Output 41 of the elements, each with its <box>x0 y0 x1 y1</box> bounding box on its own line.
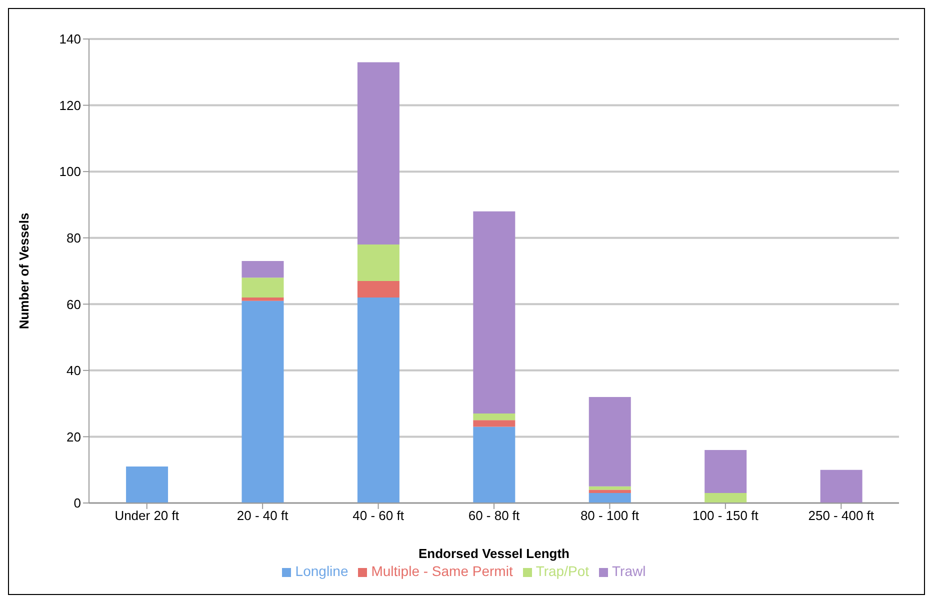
bar <box>588 493 631 503</box>
y-tick-label: 20 <box>66 429 81 444</box>
bar <box>357 244 400 281</box>
bar <box>704 450 747 494</box>
x-axis-title: Endorsed Vessel Length <box>418 546 570 561</box>
y-tick-label: 140 <box>59 32 81 47</box>
bar <box>242 278 284 298</box>
bar <box>473 211 516 414</box>
bar <box>588 490 631 494</box>
x-tick-label: 250 - 400 ft <box>808 508 874 524</box>
y-tick-label: 40 <box>66 363 81 378</box>
legend-label: Longline <box>295 563 348 579</box>
x-tick-label: 80 - 100 ft <box>580 508 640 524</box>
bar <box>357 62 400 244</box>
bar <box>820 470 862 503</box>
x-tick-label: 20 - 40 ft <box>236 508 289 524</box>
y-tick-label: 80 <box>66 230 81 246</box>
y-tick-label: 100 <box>59 164 81 180</box>
y-tick-label: 60 <box>66 296 81 312</box>
bar <box>588 486 631 490</box>
bar <box>704 493 747 503</box>
y-tick-label: 0 <box>74 496 81 511</box>
y-tick-label: 120 <box>59 98 81 113</box>
legend-label: Trap/Pot <box>536 563 589 579</box>
x-tick-label: Under 20 ft <box>114 508 180 524</box>
x-tick-label: 60 - 80 ft <box>468 508 520 524</box>
legend-label: Trawl <box>612 563 646 579</box>
bar <box>588 396 631 486</box>
bar <box>473 426 516 503</box>
bar <box>473 414 516 420</box>
legend-label: Multiple - Same Permit <box>371 563 513 579</box>
bar <box>357 280 400 298</box>
bar <box>357 298 400 503</box>
bar <box>126 466 168 503</box>
bar <box>242 298 284 301</box>
y-axis-title: Number of Vessels <box>16 212 32 330</box>
x-tick-label: 100 - 150 ft <box>692 508 759 524</box>
bar <box>242 261 284 278</box>
bar <box>473 420 516 427</box>
bar <box>242 300 284 503</box>
x-tick-label: 40 - 60 ft <box>352 508 404 524</box>
